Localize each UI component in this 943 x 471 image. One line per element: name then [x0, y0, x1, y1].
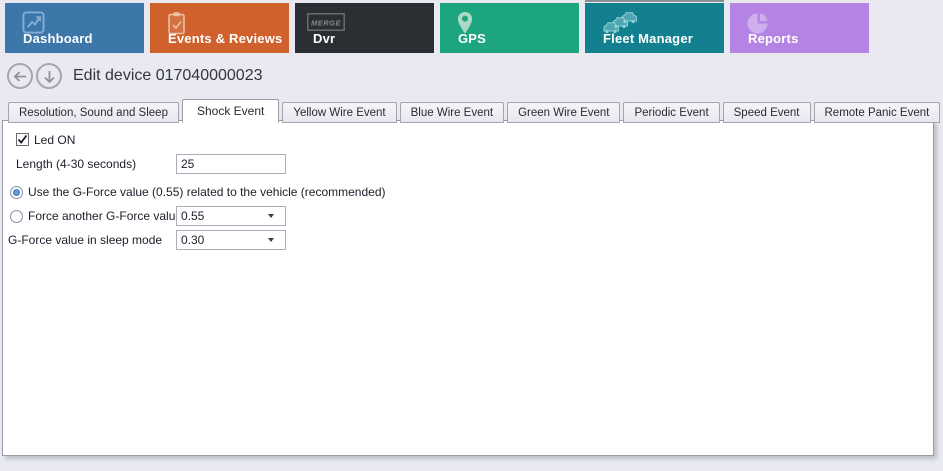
nav-tile-label: Dvr — [313, 31, 336, 46]
length-input[interactable] — [176, 154, 286, 174]
gforce-vehicle-row: Use the G-Force value (0.55) related to … — [3, 185, 933, 199]
svg-text:MERGE: MERGE — [311, 18, 342, 27]
map-pin-icon — [457, 11, 473, 40]
nav-tile-fleet-manager[interactable]: Fleet Manager — [585, 0, 724, 53]
tab-strip: Resolution, Sound and Sleep Shock Event … — [0, 99, 943, 123]
nav-tile-dashboard[interactable]: Dashboard — [5, 3, 144, 53]
tab-blue-wire-event[interactable]: Blue Wire Event — [399, 102, 505, 123]
gforce-sleep-select[interactable]: 0.30 — [176, 230, 286, 250]
nav-tile-dvr[interactable]: MERGE Dvr — [295, 3, 434, 53]
nav-tile-label: Dashboard — [23, 31, 93, 46]
led-on-label: Led ON — [34, 132, 76, 147]
content-panel: Led ON Length (4-30 seconds) Use the G-F… — [2, 120, 934, 456]
gforce-sleep-row: G-Force value in sleep mode 0.30 — [3, 230, 933, 250]
arrow-down-icon — [43, 70, 55, 83]
nav-tile-label: Events & Reviews — [168, 31, 283, 46]
header: Edit device 017040000023 — [0, 56, 943, 96]
tab-yellow-wire-event[interactable]: Yellow Wire Event — [282, 102, 397, 123]
length-label: Length (4-30 seconds) — [16, 157, 137, 171]
gforce-custom-select[interactable]: 0.55 — [176, 206, 286, 226]
tab-shock-event[interactable]: Shock Event — [181, 99, 280, 123]
arrow-left-icon — [13, 70, 26, 82]
nav-tile-label: GPS — [458, 31, 487, 46]
led-on-checkbox[interactable] — [16, 133, 29, 146]
length-row: Length (4-30 seconds) — [3, 154, 933, 174]
nav-tile-label: Fleet Manager — [603, 31, 694, 46]
nav-tile-reports[interactable]: Reports — [730, 3, 869, 53]
tab-remote-panic-event[interactable]: Remote Panic Event — [813, 102, 941, 123]
led-on-row: Led ON — [3, 132, 933, 147]
gforce-vehicle-radio[interactable] — [10, 185, 23, 199]
tab-resolution-sound-sleep[interactable]: Resolution, Sound and Sleep — [8, 102, 179, 123]
merge-logo-icon: MERGE — [307, 13, 345, 36]
gforce-custom-select-value: 0.55 — [181, 209, 205, 223]
tab-speed-event[interactable]: Speed Event — [722, 102, 811, 123]
gforce-custom-row: Force another G-Force value 0.55 — [3, 206, 933, 226]
gforce-sleep-label: G-Force value in sleep mode — [8, 233, 163, 247]
nav-tile-gps[interactable]: GPS — [440, 3, 579, 53]
top-nav: Dashboard Events & Reviews MERGE Dvr — [0, 0, 943, 53]
nav-tile-events-reviews[interactable]: Events & Reviews — [150, 3, 289, 53]
clipboard-check-icon — [167, 11, 186, 41]
page-title: Edit device 017040000023 — [73, 67, 263, 84]
chevron-down-icon — [268, 214, 274, 218]
gforce-custom-radio[interactable] — [10, 209, 23, 223]
gforce-custom-label: Force another G-Force value — [28, 209, 183, 223]
line-chart-icon — [22, 11, 45, 39]
fleet-cars-icon — [602, 11, 638, 39]
tab-green-wire-event[interactable]: Green Wire Event — [507, 102, 621, 123]
gforce-vehicle-label: Use the G-Force value (0.55) related to … — [28, 185, 386, 199]
tab-periodic-event[interactable]: Periodic Event — [623, 102, 720, 123]
chevron-down-icon — [268, 238, 274, 242]
pie-chart-icon — [747, 11, 770, 39]
back-button[interactable] — [7, 63, 33, 89]
download-button[interactable] — [36, 63, 62, 89]
nav-tile-label: Reports — [748, 31, 799, 46]
gforce-sleep-select-value: 0.30 — [181, 233, 205, 247]
check-icon — [17, 134, 28, 144]
